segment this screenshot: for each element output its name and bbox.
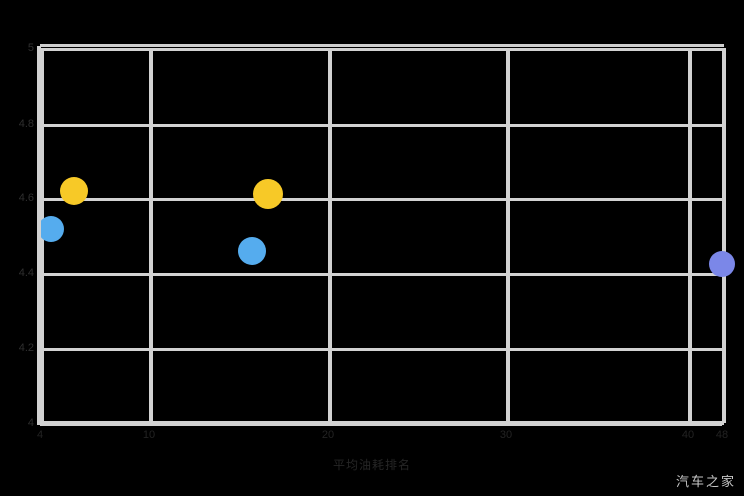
data-point-point-2[interactable] (38, 216, 64, 242)
y-tick-label-4: 4 (27, 417, 34, 429)
gridline-vertical-40 (688, 48, 692, 423)
x-tick-label-20: 20 (321, 429, 335, 441)
x-tick-label-4: 4 (36, 429, 44, 441)
gridline-vertical-30 (506, 48, 510, 423)
watermark-logo: 汽车之家 (675, 474, 736, 489)
y-tick-label-4.8: 4.8 (18, 118, 34, 130)
plot-frame-top (40, 44, 724, 47)
x-axis-line (40, 421, 724, 425)
gridline-vertical-10 (149, 48, 153, 423)
x-tick-label-30: 30 (499, 429, 513, 441)
y-tick-label-5: 5 (27, 42, 34, 54)
gridline-horizontal-4.4 (40, 273, 722, 276)
x-axis-title: 平均油耗排名 (332, 458, 411, 472)
data-point-point-3[interactable] (253, 179, 283, 209)
gridline-vertical-48 (722, 48, 726, 423)
gridline-horizontal-4.2 (40, 348, 722, 351)
gridline-horizontal-4.8 (40, 124, 722, 127)
y-tick-label-4.2: 4.2 (18, 342, 34, 354)
data-point-point-4[interactable] (238, 237, 266, 265)
y-tick-label-4.6: 4.6 (18, 192, 34, 204)
x-tick-label-40: 40 (681, 429, 695, 441)
y-tick-label-4.4: 4.4 (18, 267, 34, 279)
plot-area (38, 48, 735, 426)
data-point-point-1[interactable] (60, 177, 88, 205)
gridline-vertical-20 (328, 48, 332, 423)
gridline-horizontal-5 (40, 48, 722, 51)
data-point-point-5[interactable] (709, 251, 735, 277)
x-tick-label-10: 10 (142, 429, 156, 441)
y-axis-tick-labels: 4 4.2 4.4 4.6 4.8 5 (0, 0, 34, 496)
gridline-horizontal-4.6 (40, 198, 722, 201)
y-axis-line (37, 46, 41, 425)
x-tick-label-48: 48 (715, 429, 729, 441)
